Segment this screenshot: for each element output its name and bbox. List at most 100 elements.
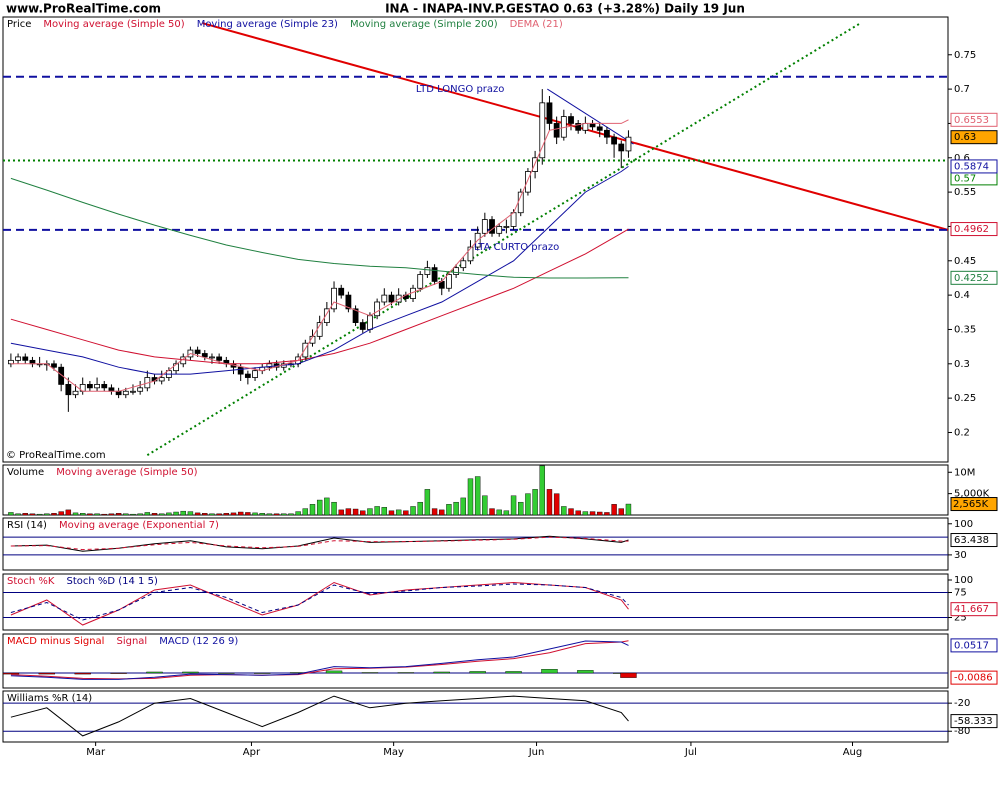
- histogram-bar: [541, 669, 558, 674]
- candle-body: [173, 363, 179, 372]
- x-tick-label: May: [383, 747, 404, 758]
- panel-plot: [3, 535, 948, 556]
- legend-entry: MACD minus Signal: [7, 636, 104, 647]
- candle-body: [209, 356, 215, 359]
- series-line: [10, 119, 629, 392]
- y-tick-label: 0.3: [954, 359, 970, 370]
- candle-body: [568, 116, 574, 124]
- y-tick-label: 0.25: [954, 393, 976, 404]
- y-tick-label: 0.6: [954, 153, 970, 164]
- candle-body: [15, 356, 21, 361]
- panel-frame: [2, 573, 949, 631]
- legend-entry: Price: [7, 19, 31, 30]
- legend-entry: Moving average (Simple 23): [197, 19, 338, 30]
- volume-bar: [439, 509, 445, 515]
- candle-body: [596, 126, 603, 131]
- series-line: [10, 583, 629, 621]
- volume-bar: [65, 509, 72, 515]
- y-tick-label: 0.4: [954, 290, 970, 301]
- candle-body: [503, 226, 510, 228]
- volume-bar: [8, 512, 14, 515]
- y-tick-label: 100: [954, 519, 973, 530]
- volume-bar: [582, 511, 589, 515]
- candle-body: [352, 308, 359, 323]
- volume-bar: [410, 506, 416, 515]
- candle-body: [216, 356, 223, 361]
- volume-bar: [374, 506, 380, 515]
- volume-bar: [431, 508, 438, 515]
- candle-body: [446, 274, 452, 289]
- volume-bar: [510, 495, 517, 515]
- candle-body: [130, 390, 136, 393]
- histogram-bar: [433, 671, 450, 674]
- histogram-bar: [182, 671, 199, 674]
- candle-body: [604, 129, 610, 138]
- candle-body: [338, 287, 345, 296]
- volume-bar: [36, 513, 43, 515]
- histogram-bar: [577, 670, 594, 674]
- y-tick-label: 0.45: [954, 256, 976, 267]
- candle-body: [589, 123, 596, 128]
- volume-bar: [395, 509, 402, 515]
- value-badge: [950, 130, 998, 145]
- volume-bar: [604, 512, 610, 515]
- trend-line: [146, 22, 861, 456]
- legend-entry: Stoch %K: [7, 576, 55, 587]
- candle-body: [266, 363, 273, 368]
- volume-bar: [144, 512, 151, 515]
- volume-bar: [288, 513, 294, 515]
- volume-bar: [345, 508, 352, 515]
- candle-body: [201, 353, 208, 358]
- panel-overlay: 100 30 63.438 RSI (14) Moving average (Expon…: [7, 519, 998, 561]
- candle-body: [65, 383, 72, 396]
- legend-entry: Moving average (Simple 200): [350, 19, 498, 30]
- volume-bar: [338, 509, 344, 515]
- candle-body: [481, 219, 488, 234]
- annotation: LTA CURTO prazo: [474, 242, 559, 253]
- volume-bar: [237, 511, 244, 515]
- value-badge-label: 0.0517: [954, 640, 989, 651]
- value-badge-label: 41.667: [954, 604, 989, 615]
- series-line: [10, 177, 629, 279]
- candle-body: [582, 123, 589, 131]
- volume-bar: [589, 511, 596, 515]
- legend-entry: RSI (14): [7, 520, 47, 531]
- candle-body: [7, 359, 14, 365]
- legend-entry: Stoch %D (14 1 5): [66, 576, 157, 587]
- panel-plot: [3, 695, 948, 737]
- volume-bar: [245, 512, 251, 515]
- candle-body: [532, 157, 539, 172]
- legend-entry: Signal: [116, 636, 147, 647]
- candle-body: [388, 294, 395, 303]
- value-badge: [950, 638, 998, 653]
- panel-plot: [8, 465, 632, 515]
- candle-body: [611, 136, 617, 145]
- volume-bar: [388, 510, 395, 515]
- candle-body: [237, 366, 244, 375]
- volume-bar: [381, 507, 388, 515]
- value-badge-label: 0.5874: [954, 161, 989, 172]
- candle-body: [453, 267, 460, 275]
- volume-bar: [151, 513, 158, 515]
- volume-bar: [518, 501, 524, 515]
- candle-body: [367, 315, 373, 330]
- candle-body: [72, 390, 79, 396]
- volume-bar: [367, 508, 373, 515]
- y-tick-label: 10M: [954, 467, 975, 478]
- panel-overlay: 0.750.70.650.60.550.50.450.40.350.30.250…: [6, 19, 998, 461]
- volume-bar: [187, 511, 194, 515]
- volume-bar: [29, 513, 36, 515]
- y-tick-label: 25: [954, 613, 967, 624]
- volume-bar: [87, 513, 93, 515]
- volume-bar: [525, 493, 531, 515]
- candle-body: [525, 171, 531, 193]
- value-badge: [950, 497, 998, 512]
- volume-bar: [108, 513, 115, 515]
- legend-entry: Williams %R (14): [7, 693, 92, 704]
- histogram-bar: [74, 672, 91, 675]
- volume-bar: [532, 489, 538, 515]
- candle-body: [29, 359, 36, 365]
- volume-bar: [166, 512, 172, 515]
